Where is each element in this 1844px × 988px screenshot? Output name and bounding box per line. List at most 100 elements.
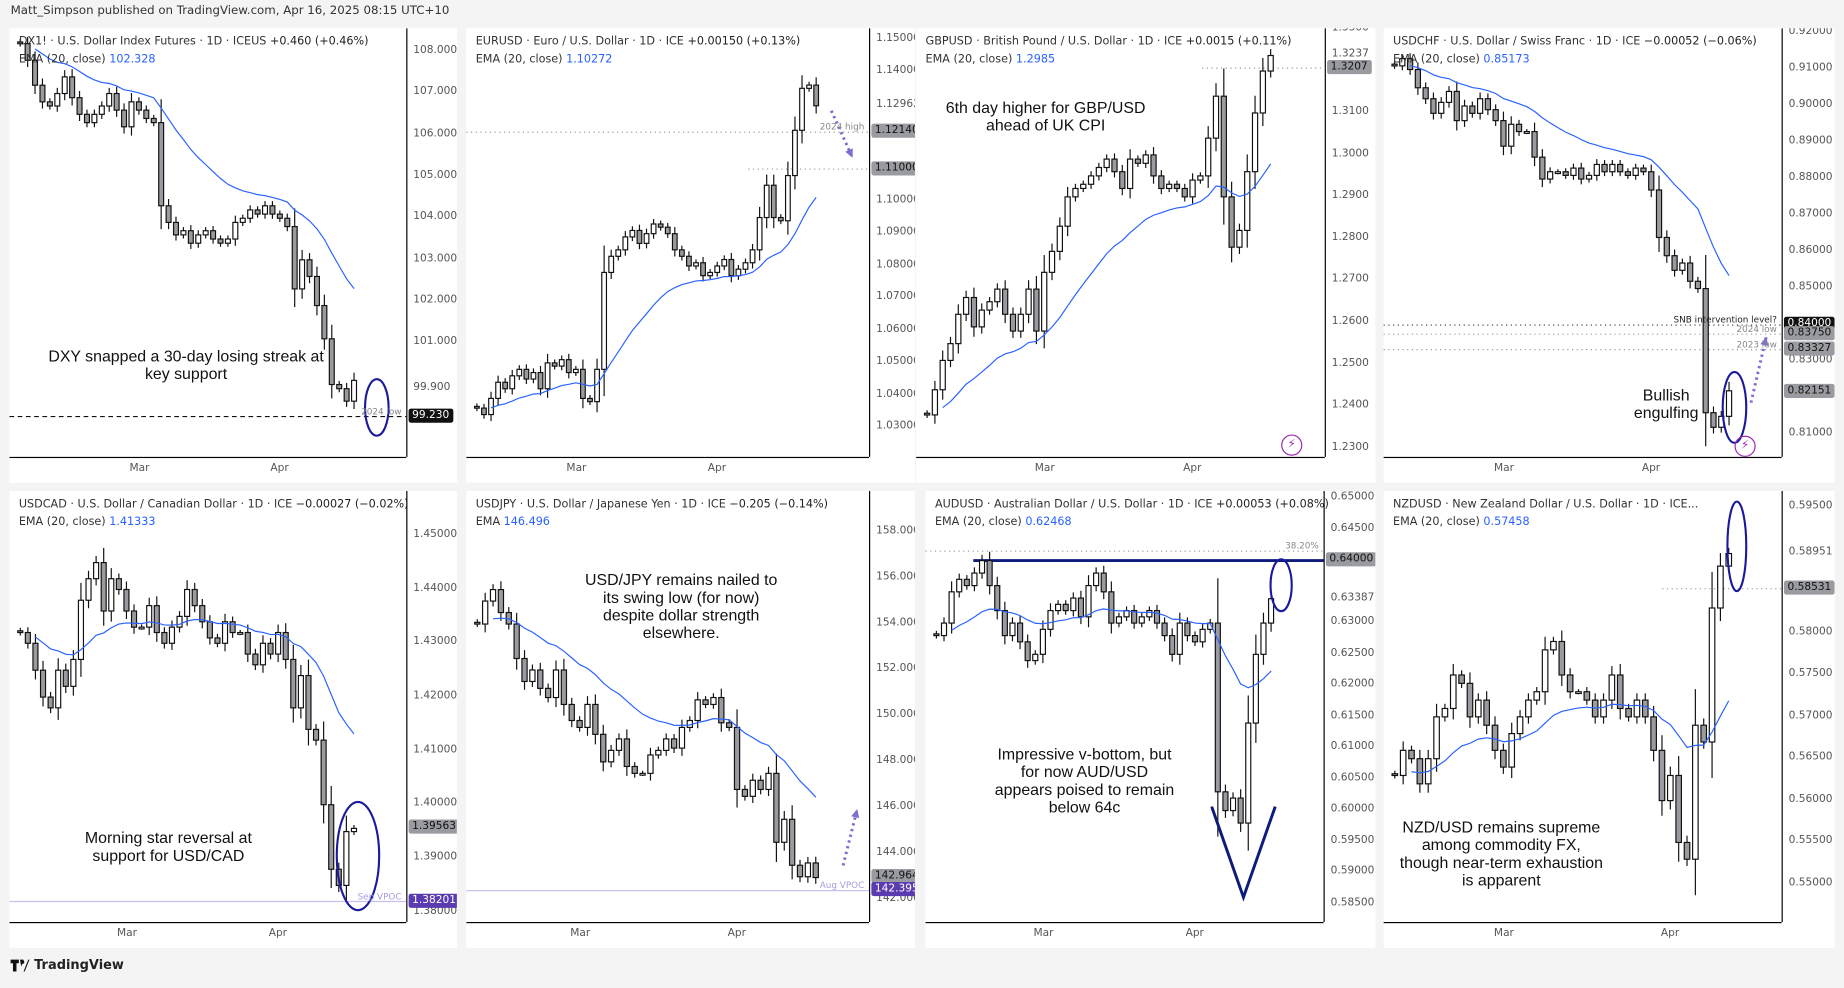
chart-header: USDCHF · U.S. Dollar / Swiss Franc · 1D …	[1393, 35, 1757, 48]
candle-body	[796, 864, 804, 878]
plot-area	[1384, 28, 1783, 457]
y-tick-label: 0.57000	[1788, 709, 1833, 722]
y-tick-label: 1.3237	[1331, 48, 1369, 61]
y-tick-label: 0.58951	[1788, 546, 1833, 559]
candle-body	[254, 209, 261, 215]
candle-body	[1025, 288, 1032, 315]
lightning-icon: ⚡	[1281, 434, 1303, 456]
candle-body	[1237, 797, 1244, 824]
candle-body	[806, 84, 813, 89]
chart-header: EURUSD · Euro / U.S. Dollar · 1D · ICE +…	[476, 35, 801, 48]
candle-body	[623, 738, 631, 768]
candle-body	[1001, 609, 1008, 637]
price-label: 99.230	[408, 408, 453, 423]
candle-body	[221, 621, 229, 644]
candle-body	[1430, 98, 1437, 114]
y-tick-label: 0.59500	[1788, 500, 1833, 513]
ema-value: 0.85173	[1483, 52, 1530, 66]
candle-body	[158, 122, 165, 207]
y-tick-label: 108.000	[413, 44, 457, 57]
y-tick-label: 102.000	[413, 294, 457, 307]
candle-body	[1017, 313, 1024, 332]
candle-body	[1119, 171, 1126, 190]
candle-body	[199, 605, 206, 623]
candle-body	[187, 230, 194, 244]
y-tick-label: 103.000	[413, 252, 457, 265]
symbol-title: GBPUSD · British Pound / U.S. Dollar · 1…	[925, 35, 1183, 49]
candle-body	[305, 674, 312, 730]
y-tick-label: 0.56000	[1788, 793, 1833, 806]
candle-body	[1492, 109, 1499, 122]
candle-body	[1609, 163, 1616, 173]
candle-body	[17, 630, 24, 634]
candle-body	[1134, 158, 1142, 164]
candle-body	[24, 631, 31, 644]
y-tick-label: 1.14000	[876, 65, 915, 77]
candle-body	[537, 669, 544, 689]
ema-value: 0.57458	[1483, 515, 1530, 529]
candle-body	[1708, 607, 1716, 743]
candle-body	[1625, 707, 1632, 718]
candle-body	[792, 129, 798, 177]
candle-body	[788, 818, 796, 866]
candle-body	[565, 359, 572, 374]
candle-body	[1466, 682, 1474, 718]
candle-body	[91, 113, 98, 124]
y-tick-label: 0.58500	[1330, 897, 1375, 910]
x-axis	[9, 921, 407, 948]
price-change: +0.00150 (+0.13%)	[687, 35, 801, 49]
candle-body	[1267, 54, 1274, 72]
y-tick-label: 106.000	[413, 128, 457, 140]
candle-body	[725, 722, 733, 729]
candle-body	[1516, 716, 1524, 735]
candle-body	[509, 375, 516, 390]
y-tick-label: 152.000	[876, 662, 915, 675]
candle-body	[93, 561, 100, 580]
y-tick-label: 1.2600	[1331, 315, 1369, 328]
chart-panel-4: USDCAD · U.S. Dollar / Canadian Dollar ·…	[9, 491, 457, 948]
candle-body	[1461, 105, 1468, 122]
candle-body	[224, 238, 231, 244]
candle-body	[663, 738, 670, 751]
y-tick-label: 150.000	[876, 708, 915, 721]
candle-body	[1222, 791, 1229, 812]
y-tick-label: 0.59500	[1330, 834, 1375, 847]
y-tick-label: 1.43000	[413, 636, 457, 648]
candle-body	[299, 259, 306, 290]
candle-body	[1072, 187, 1079, 198]
ema-value: 0.62468	[1025, 515, 1072, 529]
candle-body	[1184, 622, 1191, 637]
candle-body	[757, 779, 764, 791]
candle-body	[150, 117, 157, 124]
candle-body	[1655, 189, 1663, 239]
y-tick-label: 1.2300	[1331, 441, 1369, 454]
candle-body	[1575, 691, 1582, 695]
x-axis	[9, 456, 407, 483]
projection-arrow	[829, 110, 854, 159]
highlight-ellipse	[335, 800, 381, 912]
plot-area	[466, 491, 871, 922]
candle-body	[1546, 171, 1554, 180]
ema-legend: EMA (20, close) 1.10272	[476, 53, 613, 66]
candle-body	[247, 209, 254, 219]
candle-body	[1624, 171, 1632, 176]
level-label: SNB intervention level?	[1673, 314, 1777, 326]
candle-body	[955, 313, 962, 345]
symbol-title: DX1! · U.S. Dollar Index Futures · 1D · …	[18, 35, 267, 49]
x-tick-label: Mar	[129, 462, 150, 475]
ema-legend: EMA 146.496	[476, 516, 550, 529]
y-tick-label: 0.91000	[1788, 62, 1833, 75]
candle-body	[481, 407, 487, 416]
candle-body	[121, 109, 128, 128]
candle-body	[217, 238, 224, 244]
candle-body	[594, 368, 600, 403]
ema-line	[490, 197, 817, 409]
candle-body	[1438, 101, 1445, 114]
candle-body	[1640, 167, 1647, 173]
candle-body	[721, 258, 728, 267]
candle-body	[1408, 749, 1415, 760]
candle-body	[516, 368, 523, 377]
candle-body	[343, 388, 350, 402]
candle-body	[622, 236, 629, 251]
